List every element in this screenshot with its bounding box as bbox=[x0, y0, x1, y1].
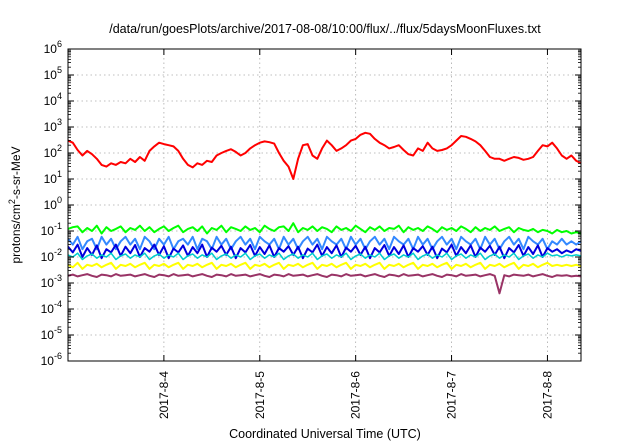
y-tick-labels: 10-610-510-410-310-210-11001011021031041… bbox=[41, 39, 62, 368]
chart-title: /data/run/goesPlots/archive/2017-08-08/1… bbox=[109, 22, 541, 36]
y-axis-label-suffix: -s-sr-MeV bbox=[9, 146, 23, 199]
y-tick-label-exponent: 6 bbox=[57, 39, 62, 49]
y-tick-label: 10-1 bbox=[41, 221, 62, 238]
series-line-7 bbox=[68, 273, 581, 295]
y-tick-label: 10-5 bbox=[41, 325, 62, 342]
series-group bbox=[68, 131, 581, 295]
x-axis-label: Coordinated Universal Time (UTC) bbox=[229, 427, 421, 441]
y-tick-label: 10-6 bbox=[41, 351, 62, 368]
x-tick-label: 2017-8-6 bbox=[349, 371, 363, 419]
axis-ticks bbox=[68, 48, 581, 362]
y-tick-label-exponent: 1 bbox=[57, 169, 62, 179]
y-tick-label-base: 10 bbox=[44, 120, 58, 134]
y-tick-label-base: 10 bbox=[41, 328, 55, 342]
y-tick-label: 101 bbox=[44, 169, 62, 186]
y-tick-label-exponent: 4 bbox=[57, 91, 62, 101]
y-tick-label-exponent: -1 bbox=[54, 221, 62, 231]
y-axis-label: protons/cm2-s-sr-MeV bbox=[7, 146, 23, 263]
y-tick-label: 102 bbox=[44, 143, 62, 160]
series-line-6 bbox=[68, 261, 581, 270]
y-tick-label-base: 10 bbox=[41, 276, 55, 290]
y-tick-label-exponent: -3 bbox=[54, 273, 62, 283]
grid bbox=[68, 49, 581, 361]
y-tick-label: 104 bbox=[44, 91, 62, 108]
y-tick-label-exponent: 2 bbox=[57, 143, 62, 153]
y-tick-label: 10-3 bbox=[41, 273, 62, 290]
y-axis-label-superscript: 2 bbox=[7, 199, 17, 204]
y-tick-label-base: 10 bbox=[44, 198, 58, 212]
y-tick-label-base: 10 bbox=[44, 94, 58, 108]
y-tick-label-exponent: -6 bbox=[54, 351, 62, 361]
y-tick-label: 103 bbox=[44, 117, 62, 134]
y-tick-label-base: 10 bbox=[41, 224, 55, 238]
y-axis-label-prefix: protons/cm bbox=[9, 204, 23, 263]
x-tick-label: 2017-8-8 bbox=[540, 371, 554, 419]
series-line-2 bbox=[68, 222, 581, 235]
y-tick-label: 100 bbox=[44, 195, 62, 212]
y-tick-label: 10-2 bbox=[41, 247, 62, 264]
series-line-4 bbox=[68, 243, 581, 260]
y-tick-label-base: 10 bbox=[44, 68, 58, 82]
x-tick-label: 2017-8-5 bbox=[253, 371, 267, 419]
y-tick-label-exponent: 5 bbox=[57, 65, 62, 75]
y-tick-label-exponent: 0 bbox=[57, 195, 62, 205]
y-tick-label-base: 10 bbox=[44, 42, 58, 56]
y-tick-label-base: 10 bbox=[41, 302, 55, 316]
series-line-5 bbox=[68, 252, 581, 261]
y-tick-label-base: 10 bbox=[41, 250, 55, 264]
y-tick-label: 105 bbox=[44, 65, 62, 82]
y-tick-label: 10-4 bbox=[41, 299, 62, 316]
y-tick-label-exponent: -5 bbox=[54, 325, 62, 335]
y-tick-label-exponent: -2 bbox=[54, 247, 62, 257]
x-tick-label: 2017-8-7 bbox=[445, 371, 459, 419]
y-tick-label-base: 10 bbox=[44, 172, 58, 186]
series-line-1 bbox=[68, 131, 581, 180]
series-line-3 bbox=[68, 235, 581, 251]
y-tick-label-base: 10 bbox=[44, 146, 58, 160]
x-tick-labels: 2017-8-4 2017-8-5 2017-8-6 2017-8-7 2017-8-8 bbox=[157, 371, 555, 419]
y-tick-label: 106 bbox=[44, 39, 62, 56]
y-tick-label-exponent: 3 bbox=[57, 117, 62, 127]
x-tick-label: 2017-8-4 bbox=[157, 371, 171, 419]
y-tick-label-base: 10 bbox=[41, 354, 55, 368]
y-tick-label-exponent: -4 bbox=[54, 299, 62, 309]
